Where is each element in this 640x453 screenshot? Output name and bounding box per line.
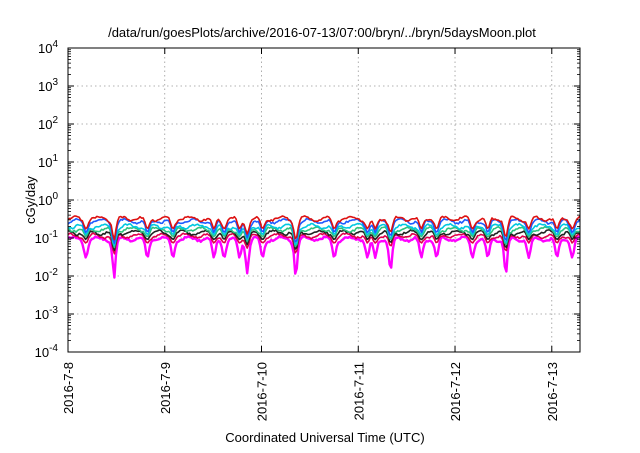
x-tick-label: 2016-7-8 — [61, 362, 76, 414]
x-tick-label: 2016-7-10 — [255, 362, 270, 421]
y-tick-label: 101 — [38, 153, 58, 170]
series-line — [67, 225, 581, 249]
series-line — [67, 235, 581, 279]
y-tick-label: 102 — [38, 115, 58, 132]
x-tick-label: 2016-7-13 — [545, 362, 560, 421]
x-tick-label: 2016-7-11 — [351, 362, 366, 420]
series-line — [67, 222, 581, 247]
series-line — [67, 215, 581, 241]
y-tick-label: 10-2 — [35, 267, 59, 284]
series-line — [67, 232, 581, 255]
x-tick-label: 2016-7-12 — [448, 362, 463, 421]
y-tick-label: 103 — [38, 77, 58, 94]
y-tick-label: 104 — [38, 39, 58, 56]
x-axis-label: Coordinated Universal Time (UTC) — [225, 430, 424, 445]
chart-title: /data/run/goesPlots/archive/2016-07-13/0… — [108, 25, 536, 40]
x-tick-label: 2016-7-9 — [158, 362, 173, 414]
series-group — [67, 215, 581, 279]
y-tick-label: 10-1 — [35, 229, 59, 246]
y-tick-label: 100 — [38, 191, 58, 208]
y-ticks: 10-4 10-3 10-2 10-1 100 101 102 103 104 — [35, 39, 580, 360]
grid — [68, 48, 580, 352]
y-tick-label: 10-4 — [35, 343, 59, 360]
series-line — [67, 229, 581, 252]
y-tick-label: 10-3 — [35, 305, 59, 322]
x-ticks: 2016-7-8 2016-7-9 2016-7-10 2016-7-11 2016-7… — [61, 48, 560, 421]
y-axis-label: cGy/day — [23, 176, 38, 224]
